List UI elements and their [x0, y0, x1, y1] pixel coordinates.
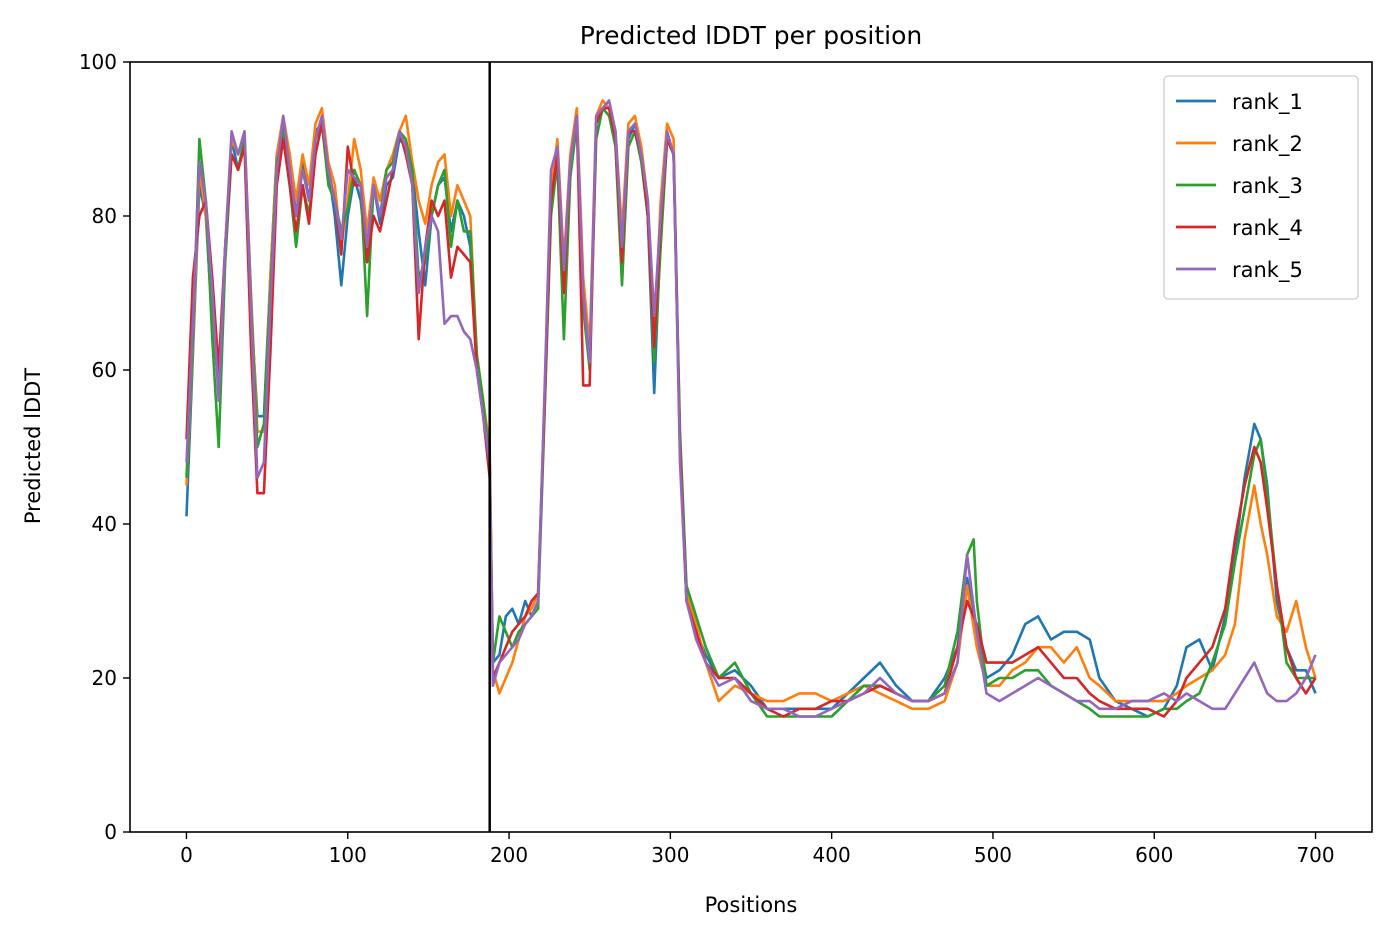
x-axis-title: Positions [705, 893, 798, 917]
y-tick-label: 0 [104, 820, 117, 844]
legend: rank_1 rank_2 rank_3 rank_4 rank_5 [1163, 75, 1359, 300]
x-tick-label: 400 [813, 843, 851, 867]
legend-label-rank_5: rank_5 [1232, 258, 1303, 283]
x-tick-label: 200 [490, 843, 528, 867]
x-tick-label: 100 [329, 843, 367, 867]
legend-box [1163, 75, 1359, 300]
legend-label-rank_1: rank_1 [1232, 90, 1303, 115]
y-tick-label: 60 [92, 358, 117, 382]
y-axis-title: Predicted lDDT [21, 368, 45, 524]
legend-label-rank_4: rank_4 [1232, 216, 1303, 241]
plot-frame [129, 61, 1373, 833]
legend-label-rank_2: rank_2 [1232, 132, 1303, 157]
y-tick-label: 100 [79, 50, 117, 74]
x-tick-label: 600 [1135, 843, 1173, 867]
x-axis-ticks: 0 100 200 300 400 500 600 700 [180, 832, 1335, 867]
legend-label-rank_3: rank_3 [1232, 174, 1303, 199]
y-tick-label: 80 [92, 204, 117, 228]
x-tick-label: 500 [974, 843, 1012, 867]
series-line-rank_5 [185, 99, 1317, 718]
x-tick-label: 700 [1296, 843, 1334, 867]
series-lines [185, 99, 1317, 718]
y-axis-ticks: 0 20 40 60 80 100 [79, 50, 130, 844]
chart-title: Predicted lDDT per position [580, 21, 922, 50]
x-tick-label: 0 [180, 843, 193, 867]
y-tick-label: 20 [92, 666, 117, 690]
x-tick-label: 300 [651, 843, 689, 867]
y-tick-label: 40 [92, 512, 117, 536]
